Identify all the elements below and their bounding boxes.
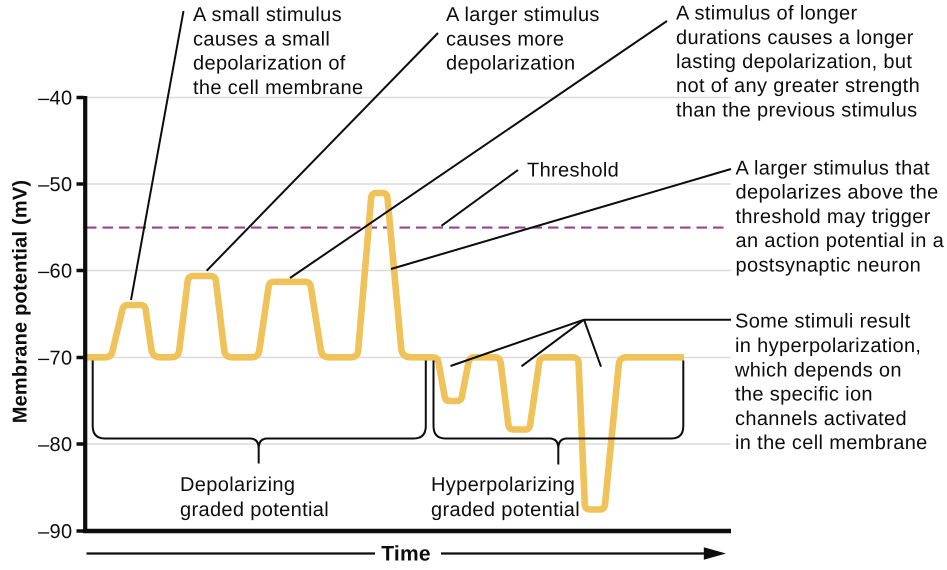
svg-text:–90: –90: [38, 521, 72, 543]
svg-text:Threshold: Threshold: [527, 160, 619, 182]
svg-text:–80: –80: [38, 434, 72, 456]
svg-text:Time: Time: [381, 543, 430, 566]
svg-text:–40: –40: [38, 88, 72, 110]
svg-text:Membrane potential (mV): Membrane potential (mV): [10, 180, 32, 424]
svg-text:–60: –60: [38, 261, 72, 283]
svg-text:–50: –50: [38, 174, 72, 196]
svg-text:–70: –70: [38, 348, 72, 370]
